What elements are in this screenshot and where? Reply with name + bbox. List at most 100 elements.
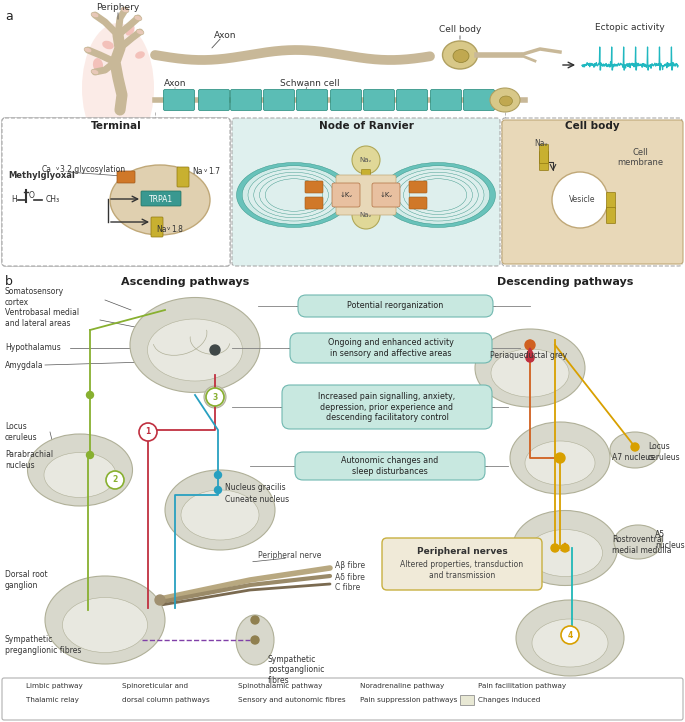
Ellipse shape xyxy=(121,7,129,13)
Text: v: v xyxy=(56,167,59,172)
Ellipse shape xyxy=(392,169,484,221)
FancyBboxPatch shape xyxy=(409,181,427,193)
Ellipse shape xyxy=(443,41,477,69)
Text: Ongoing and enhanced activity
in sensory and affective areas: Ongoing and enhanced activity in sensory… xyxy=(328,339,454,357)
Text: a: a xyxy=(5,10,13,23)
FancyBboxPatch shape xyxy=(282,385,492,429)
Ellipse shape xyxy=(27,434,132,506)
Text: Nucleus gracilis: Nucleus gracilis xyxy=(225,482,286,492)
FancyBboxPatch shape xyxy=(502,120,683,264)
Ellipse shape xyxy=(130,297,260,393)
Ellipse shape xyxy=(236,615,274,665)
Ellipse shape xyxy=(93,58,103,72)
Ellipse shape xyxy=(532,619,608,667)
Text: Dorsal root
ganglion: Dorsal root ganglion xyxy=(5,570,48,590)
Circle shape xyxy=(86,451,93,458)
Text: v: v xyxy=(204,168,208,173)
FancyBboxPatch shape xyxy=(409,197,427,209)
Ellipse shape xyxy=(516,600,624,676)
Circle shape xyxy=(251,616,259,624)
Ellipse shape xyxy=(136,30,144,35)
Ellipse shape xyxy=(134,15,142,21)
Circle shape xyxy=(526,354,534,362)
Text: Aδ fibre: Aδ fibre xyxy=(335,573,365,581)
Text: Increased pain signalling, anxiety,
depression, prior experience and
descending : Increased pain signalling, anxiety, depr… xyxy=(319,392,456,422)
FancyBboxPatch shape xyxy=(364,90,395,110)
Text: Amygdala: Amygdala xyxy=(5,360,44,370)
Ellipse shape xyxy=(91,69,99,74)
Circle shape xyxy=(561,544,569,552)
Circle shape xyxy=(214,471,221,479)
Text: 1.7: 1.7 xyxy=(208,168,220,176)
Text: Axon: Axon xyxy=(214,30,236,40)
Text: Na: Na xyxy=(192,168,203,176)
Text: O: O xyxy=(29,191,35,199)
Ellipse shape xyxy=(125,25,134,35)
FancyBboxPatch shape xyxy=(141,191,181,206)
FancyBboxPatch shape xyxy=(2,118,230,266)
Text: 1: 1 xyxy=(145,427,151,437)
Ellipse shape xyxy=(491,349,569,397)
Ellipse shape xyxy=(386,166,490,225)
FancyBboxPatch shape xyxy=(540,144,549,163)
Text: Periaqueductal grey: Periaqueductal grey xyxy=(490,350,567,360)
Text: dorsal column pathways: dorsal column pathways xyxy=(122,697,210,703)
Ellipse shape xyxy=(165,470,275,550)
Text: Axon: Axon xyxy=(164,79,186,87)
Text: CH₃: CH₃ xyxy=(46,196,60,204)
Text: Aβ fibre: Aβ fibre xyxy=(335,562,365,570)
Circle shape xyxy=(86,391,93,399)
FancyBboxPatch shape xyxy=(230,90,262,110)
Text: Naᵥ: Naᵥ xyxy=(534,139,547,147)
Ellipse shape xyxy=(499,96,512,106)
Ellipse shape xyxy=(453,50,469,63)
Circle shape xyxy=(631,443,639,451)
Text: Changes induced: Changes induced xyxy=(478,697,540,703)
Text: Ca: Ca xyxy=(42,165,52,175)
Text: b: b xyxy=(5,275,13,288)
FancyBboxPatch shape xyxy=(330,90,362,110)
Ellipse shape xyxy=(403,175,473,214)
Text: Schwann cell: Schwann cell xyxy=(280,79,340,87)
Text: 3: 3 xyxy=(212,393,218,401)
Text: Naᵥ: Naᵥ xyxy=(360,212,372,218)
Ellipse shape xyxy=(512,510,617,586)
Ellipse shape xyxy=(398,173,478,218)
Text: 4: 4 xyxy=(567,630,573,640)
Text: Somatosensory
cortex: Somatosensory cortex xyxy=(5,287,64,307)
Circle shape xyxy=(106,471,124,489)
FancyBboxPatch shape xyxy=(264,90,295,110)
FancyBboxPatch shape xyxy=(164,90,195,110)
FancyBboxPatch shape xyxy=(540,152,549,170)
Text: Node of Ranvier: Node of Ranvier xyxy=(319,121,414,131)
Text: Limbic pathway: Limbic pathway xyxy=(26,683,83,689)
FancyBboxPatch shape xyxy=(606,207,616,224)
Text: Terminal: Terminal xyxy=(90,121,141,131)
Ellipse shape xyxy=(236,162,351,227)
Ellipse shape xyxy=(248,169,340,221)
Text: Altered properties, transduction
and transmission: Altered properties, transduction and tra… xyxy=(401,560,523,580)
Text: Ventrobasal medial
and lateral areas: Ventrobasal medial and lateral areas xyxy=(5,308,79,328)
Ellipse shape xyxy=(260,175,329,214)
FancyBboxPatch shape xyxy=(297,90,327,110)
Text: Methylglyoxal: Methylglyoxal xyxy=(8,170,75,180)
Text: 1.8: 1.8 xyxy=(171,225,183,235)
FancyBboxPatch shape xyxy=(464,90,495,110)
FancyBboxPatch shape xyxy=(117,171,135,183)
Circle shape xyxy=(251,636,259,644)
Ellipse shape xyxy=(409,179,466,212)
FancyBboxPatch shape xyxy=(362,170,371,183)
Text: Ascending pathways: Ascending pathways xyxy=(121,277,249,287)
Text: Locus
ceruleus: Locus ceruleus xyxy=(5,422,38,442)
FancyBboxPatch shape xyxy=(2,118,230,266)
Polygon shape xyxy=(526,340,534,347)
Text: ↓Kᵥ: ↓Kᵥ xyxy=(379,192,393,198)
FancyBboxPatch shape xyxy=(305,181,323,193)
Ellipse shape xyxy=(110,165,210,235)
FancyBboxPatch shape xyxy=(502,118,682,266)
Text: Pain suppression pathways: Pain suppression pathways xyxy=(360,697,458,703)
Text: A5
nucleus: A5 nucleus xyxy=(655,530,684,549)
FancyBboxPatch shape xyxy=(382,538,542,590)
Circle shape xyxy=(568,631,576,639)
Text: Cell body: Cell body xyxy=(439,25,481,35)
